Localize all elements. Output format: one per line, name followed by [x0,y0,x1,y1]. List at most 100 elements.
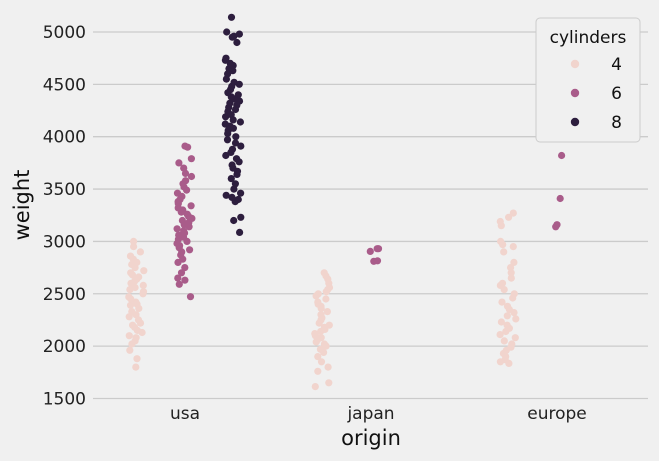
data-point [510,258,518,266]
data-point [498,279,507,287]
y-tick-label: 2500 [43,285,86,305]
data-point [223,136,232,144]
data-point [180,164,188,172]
data-point [175,159,183,167]
data-point [325,379,333,387]
data-point [498,298,506,306]
x-tick-labels: usa japan europe [170,404,587,424]
legend-box [535,17,641,143]
data-point [497,237,505,245]
data-point [235,30,243,38]
data-point [311,330,319,338]
legend-marker [570,117,580,127]
data-point [314,298,322,306]
data-point [231,180,239,188]
data-point [512,315,520,323]
data-point [507,264,515,272]
data-point [132,363,140,371]
data-point [177,269,186,277]
data-point [228,193,236,201]
data-point [234,195,242,204]
data-point [500,248,508,256]
data-point [366,247,374,255]
data-point [509,243,517,251]
data-point [136,248,144,256]
data-point [556,194,564,203]
data-point [227,175,235,183]
data-point [325,321,333,329]
data-point [187,172,196,181]
data-point [317,358,326,366]
data-point [373,245,381,253]
y-tick-labels: 1500 2000 2500 3000 3500 4000 4500 5000 [43,23,86,409]
data-point [186,293,195,301]
data-point [507,274,515,282]
data-point [130,243,138,251]
data-point [173,189,182,197]
data-point [314,367,322,375]
data-point [139,288,148,296]
data-point [130,237,138,245]
data-point [186,246,194,254]
data-point [228,161,236,169]
data-point [236,228,244,236]
data-point [231,139,240,147]
data-point [126,346,134,354]
data-point [505,213,513,221]
data-point [496,331,504,339]
legend-title: cylinders [550,28,627,48]
data-point [232,155,241,163]
y-axis-label: weight [10,170,34,241]
legend-marker [570,88,580,98]
data-point [126,301,135,309]
data-point [125,293,133,301]
data-point [322,295,330,303]
data-point [508,340,516,348]
data-point [129,321,137,329]
y-tick-label: 2000 [43,337,86,357]
data-point [181,276,189,284]
x-tick-label: usa [170,404,200,424]
data-point [237,213,245,221]
data-point [221,120,229,128]
data-point [324,363,332,371]
data-point [223,28,231,36]
data-point [187,202,195,210]
data-point [370,257,378,265]
data-point [228,145,237,153]
y-tick-label: 5000 [43,23,86,43]
data-point [230,78,238,86]
data-point [236,118,244,126]
y-tick-label: 4500 [43,75,86,95]
x-axis-label: origin [341,426,401,450]
legend-label: 4 [611,55,622,75]
data-points [125,13,566,391]
y-tick-label: 4000 [43,128,86,148]
data-point [323,308,331,316]
data-point [320,340,328,348]
legend-items: 4 6 8 [570,55,622,133]
data-point [132,334,140,342]
data-point [503,321,511,329]
data-point [230,32,238,40]
data-point [174,274,182,282]
data-point [503,312,511,320]
data-point [187,155,195,163]
data-point [128,308,136,316]
data-point [175,231,183,239]
data-point [553,221,561,229]
data-point [311,383,319,391]
data-point [317,311,325,319]
data-point [230,216,238,225]
data-point [320,269,328,277]
data-point [317,334,325,342]
data-point [125,332,133,340]
data-point [126,252,135,260]
data-point [140,267,148,275]
data-point [234,91,242,99]
data-point [133,355,141,363]
data-point [509,209,517,217]
data-point [182,177,190,185]
data-point [237,142,245,150]
